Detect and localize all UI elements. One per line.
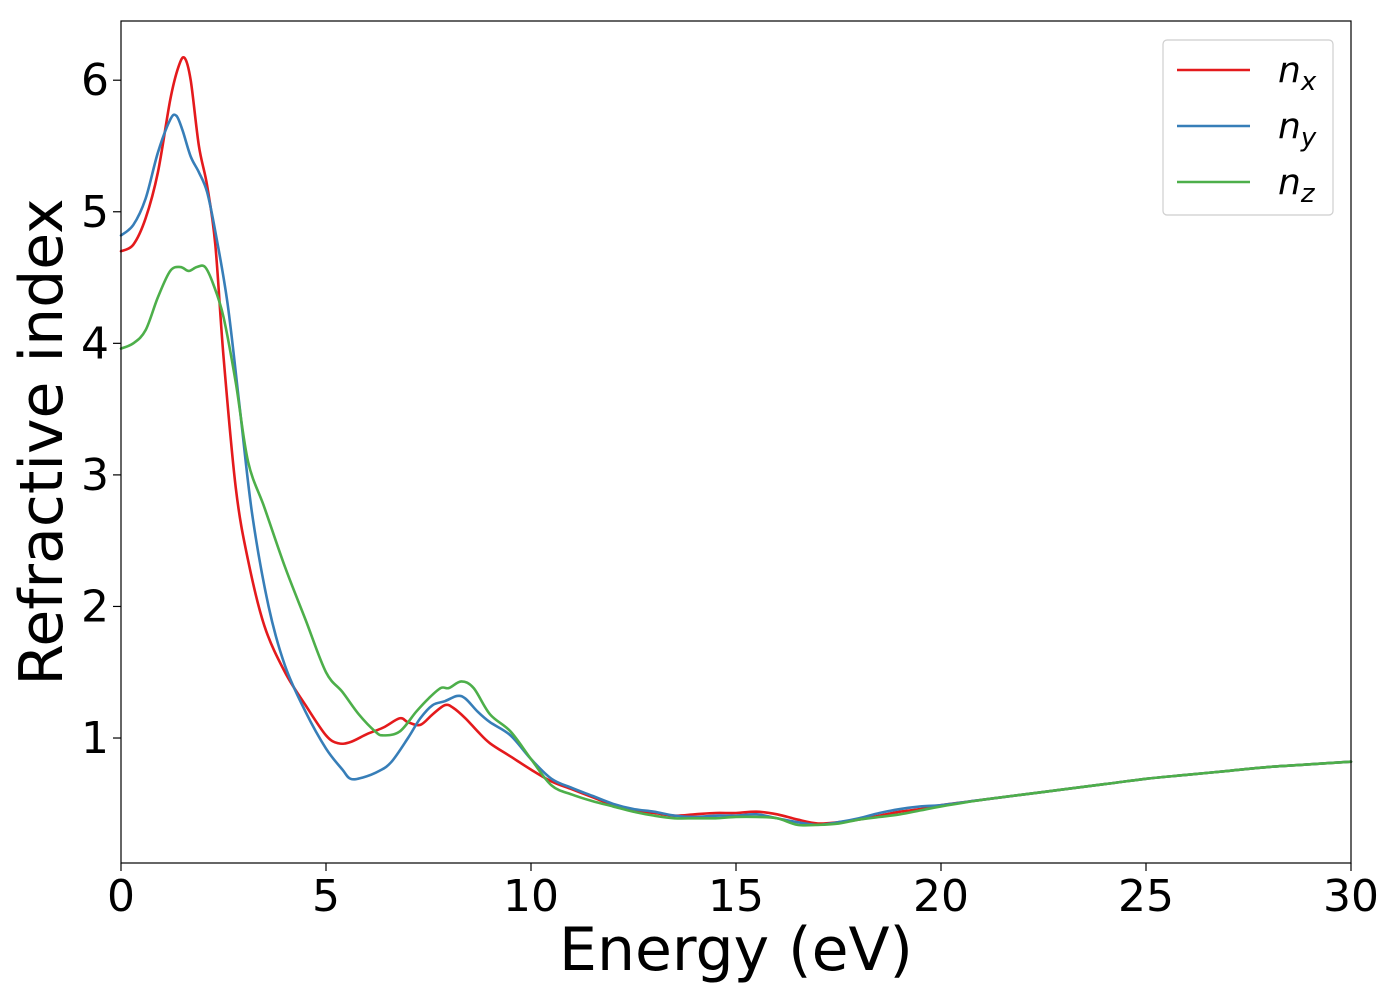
y-tick-label: 4: [81, 318, 109, 369]
x-tick-label: 30: [1323, 871, 1379, 922]
legend-label-ny: ny: [1278, 106, 1317, 153]
x-axis-title: Energy (eV): [559, 915, 913, 985]
y-axis-title: Refractive index: [7, 198, 77, 685]
x-axis-ticks: 0 5 10 15 20 25 30: [107, 863, 1379, 922]
x-tick-label: 25: [1118, 871, 1174, 922]
legend: nx ny nz: [1162, 39, 1334, 216]
series-line-ny: [119, 113, 1353, 827]
legend-label-nz: nz: [1278, 162, 1316, 209]
series-layer: [119, 56, 1353, 827]
x-tick-label: 20: [913, 871, 969, 922]
y-tick-label: 6: [81, 55, 109, 106]
series-line-nz: [119, 264, 1353, 827]
x-tick-label: 10: [503, 871, 559, 922]
y-tick-label: 3: [81, 450, 109, 501]
x-tick-label: 15: [708, 871, 764, 922]
y-axis-ticks: 1 2 3 4 5 6: [81, 55, 121, 764]
y-tick-label: 1: [81, 713, 109, 764]
y-tick-label: 2: [81, 581, 109, 632]
x-tick-label: 0: [107, 871, 135, 922]
y-tick-label: 5: [81, 187, 109, 238]
x-tick-label: 5: [312, 871, 340, 922]
legend-box: [1162, 39, 1334, 216]
legend-label-nx: nx: [1278, 50, 1317, 97]
